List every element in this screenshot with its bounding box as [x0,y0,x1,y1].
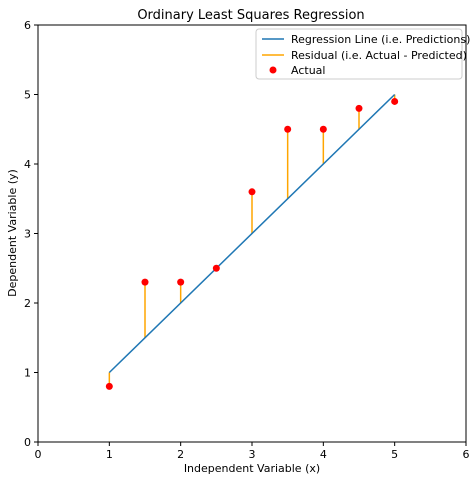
actual-point [105,382,113,390]
legend-label-regression: Regression Line (i.e. Predictions) [291,33,470,46]
actual-point [391,97,399,105]
x-tick-label: 3 [249,448,256,461]
x-tick-label: 4 [320,448,327,461]
legend-label-residual: Residual (i.e. Actual - Predicted) [291,49,467,62]
legend-box [255,28,463,80]
actual-point [212,264,220,272]
y-tick-label: 0 [24,436,31,449]
actual-point [319,125,327,133]
x-tick-label: 5 [391,448,398,461]
x-tick-label: 1 [106,448,113,461]
x-tick-label: 2 [177,448,184,461]
chart-title: Ordinary Least Squares Regression [137,8,364,23]
regression-line [108,93,396,374]
y-tick-label: 1 [24,367,31,380]
actual-point [248,188,256,196]
y-tick-label: 2 [24,297,31,310]
y-tick-label: 3 [24,228,31,241]
legend-label-actual: Actual [291,64,325,77]
x-axis-ticks: 0 1 2 3 4 5 6 [35,442,470,461]
y-tick-label: 5 [24,89,31,102]
x-axis-label: Independent Variable (x) [184,462,320,475]
residuals-group [108,94,396,387]
regression-line-group [108,93,396,374]
x-tick-label: 6 [463,448,470,461]
legend-actual-swatch [269,66,277,74]
y-axis-ticks: 0 1 2 3 4 5 6 [24,19,38,449]
actual-point [141,278,149,286]
actual-point [355,104,363,112]
actual-point [177,278,185,286]
x-tick-label: 0 [35,448,42,461]
actual-point [284,125,292,133]
y-tick-label: 4 [24,158,31,171]
actual-points-group [105,97,399,390]
legend: Regression Line (i.e. Predictions) Resid… [255,28,470,80]
y-tick-label: 6 [24,19,31,32]
y-axis-label: Dependent Variable (y) [6,169,19,297]
